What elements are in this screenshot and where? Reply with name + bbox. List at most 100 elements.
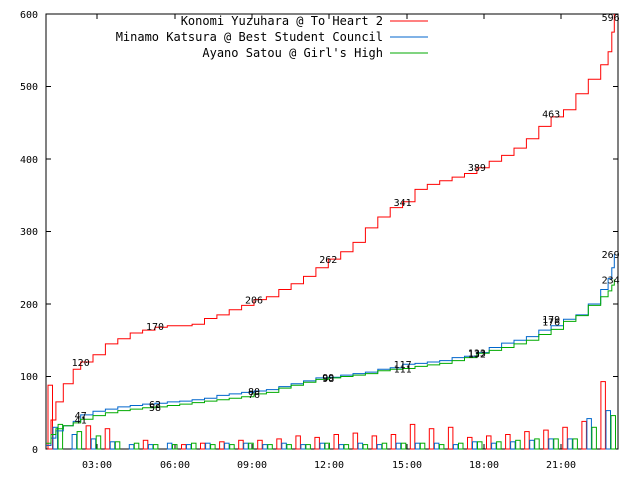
x-tick: 12:00	[314, 14, 344, 471]
bar	[186, 444, 192, 450]
y-tick-label: 600	[20, 10, 38, 21]
data-label: 341	[394, 198, 412, 209]
data-label: 99	[322, 373, 334, 384]
x-tick-label: 21:00	[546, 460, 576, 471]
bar	[267, 444, 273, 450]
bar	[314, 436, 320, 450]
labels-layer: 120 170 206 262 341 389 463 596 47 62 80 99 117 133 17…	[72, 13, 620, 426]
bar	[371, 435, 378, 450]
data-label: 41	[75, 415, 87, 426]
bar	[85, 425, 92, 450]
bar	[219, 441, 225, 450]
bar	[581, 420, 587, 450]
y-tick-label: 400	[20, 155, 38, 166]
bar	[324, 442, 330, 450]
data-label: 117	[394, 360, 412, 371]
bar	[181, 444, 187, 450]
bar	[191, 442, 197, 450]
data-label: 170	[146, 322, 164, 333]
bar	[395, 442, 402, 450]
x-tick: 18:00	[469, 14, 499, 471]
x-tick: 21:00	[546, 14, 576, 471]
bar	[586, 418, 592, 450]
data-label: 463	[542, 109, 560, 120]
bar	[491, 442, 497, 450]
bar	[205, 442, 211, 450]
bar	[338, 444, 344, 450]
bar	[472, 441, 478, 450]
data-label: 179	[542, 315, 560, 326]
series-line	[46, 254, 615, 446]
bar	[257, 439, 263, 450]
bar	[352, 432, 359, 450]
y-tick-label: 0	[32, 445, 38, 456]
data-label: 80	[248, 387, 260, 398]
legend: Konomi Yuzuhara @ To Heart 2 Minamo Kats…	[116, 14, 428, 60]
x-tick: 06:00	[160, 14, 190, 471]
bar	[343, 444, 350, 450]
data-label: 76	[248, 390, 260, 401]
bar	[281, 442, 287, 450]
data-label: 111	[394, 365, 412, 376]
series-line	[46, 14, 615, 446]
bar	[238, 439, 244, 450]
bar	[496, 441, 502, 450]
bar	[605, 410, 611, 450]
bar	[534, 438, 540, 450]
bar	[133, 442, 140, 450]
bar	[262, 444, 268, 450]
bar	[452, 444, 459, 450]
bar	[142, 439, 149, 450]
data-label: 98	[322, 374, 334, 385]
series-line	[46, 279, 615, 444]
bar	[248, 442, 254, 450]
bar	[376, 444, 383, 450]
x-tick-label: 15:00	[392, 460, 422, 471]
bar	[515, 439, 521, 450]
x-tick-label: 06:00	[160, 460, 190, 471]
bar	[524, 431, 530, 450]
y-tick-label: 300	[20, 227, 38, 238]
data-label: 206	[245, 296, 263, 307]
bar	[390, 434, 397, 450]
y-axis: 0 100 200 300 400 500	[20, 10, 618, 456]
data-label: 389	[468, 163, 486, 174]
y-tick-label: 100	[20, 372, 38, 383]
bar	[610, 415, 616, 450]
bar	[428, 428, 435, 450]
data-label: 596	[602, 13, 620, 24]
bar	[114, 441, 121, 450]
bar	[510, 441, 516, 450]
bar	[572, 438, 578, 450]
bar	[333, 434, 339, 450]
bar	[76, 431, 83, 450]
bar	[90, 438, 97, 450]
data-label: 269	[602, 250, 620, 261]
bar	[224, 442, 230, 450]
data-label: 176	[542, 317, 560, 328]
y-tick: 400	[20, 155, 618, 166]
bar	[529, 439, 535, 450]
bar	[147, 444, 154, 450]
bar	[71, 434, 78, 450]
x-tick-label: 03:00	[82, 460, 112, 471]
bar	[295, 435, 301, 450]
bar	[109, 441, 116, 450]
legend-entry: Konomi Yuzuhara @ To Heart 2	[181, 14, 428, 28]
legend-label: Konomi Yuzuhara @ To Heart 2	[181, 14, 383, 28]
bar	[243, 442, 249, 450]
bar	[210, 444, 216, 450]
y-tick: 300	[20, 227, 618, 238]
bar	[200, 442, 206, 450]
bar	[152, 444, 159, 450]
bar	[166, 442, 173, 450]
bar	[486, 435, 492, 450]
bar	[286, 444, 292, 450]
bar	[505, 434, 511, 450]
bar	[172, 444, 178, 450]
data-label: 132	[468, 349, 486, 360]
bars-layer	[47, 381, 616, 450]
bar	[47, 384, 53, 450]
x-tick-label: 09:00	[237, 460, 267, 471]
bar	[104, 428, 111, 450]
